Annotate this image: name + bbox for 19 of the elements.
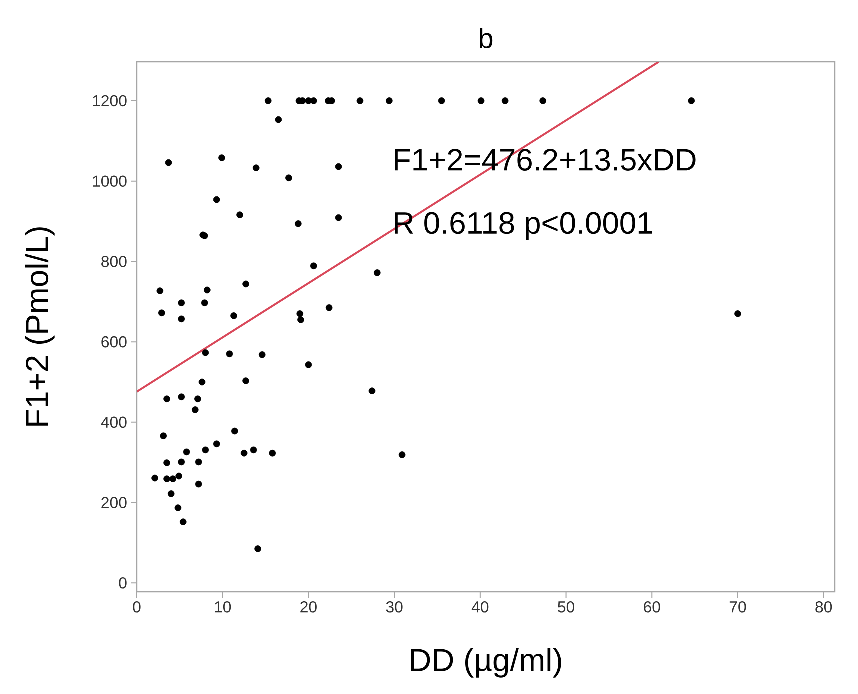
x-tick-label: 0 bbox=[133, 602, 141, 613]
x-tick-label: 80 bbox=[816, 602, 832, 613]
chart-title: b bbox=[480, 28, 493, 48]
y-tick-label: 1000 bbox=[93, 176, 127, 187]
y-tick-label: 200 bbox=[102, 497, 127, 508]
x-tick-label: 70 bbox=[730, 602, 746, 613]
x-axis-title: DD (µg/ml) bbox=[411, 648, 562, 678]
x-tick-label: 50 bbox=[558, 602, 575, 613]
x-tick-label: 40 bbox=[472, 602, 489, 613]
y-tick-label: 600 bbox=[102, 336, 127, 348]
y-tick-label: 400 bbox=[101, 416, 127, 428]
y-tick-label: 0 bbox=[119, 578, 127, 589]
y-axis-title: F1+2 (Pmol/L) bbox=[25, 228, 55, 426]
x-tick-label: 10 bbox=[215, 602, 232, 613]
y-tick-label: 1200 bbox=[93, 95, 127, 107]
y-tick-label: 800 bbox=[102, 256, 127, 268]
x-tick-label: 20 bbox=[300, 602, 317, 613]
x-tick-label: 60 bbox=[644, 602, 660, 613]
x-tick-label: 30 bbox=[386, 602, 403, 613]
